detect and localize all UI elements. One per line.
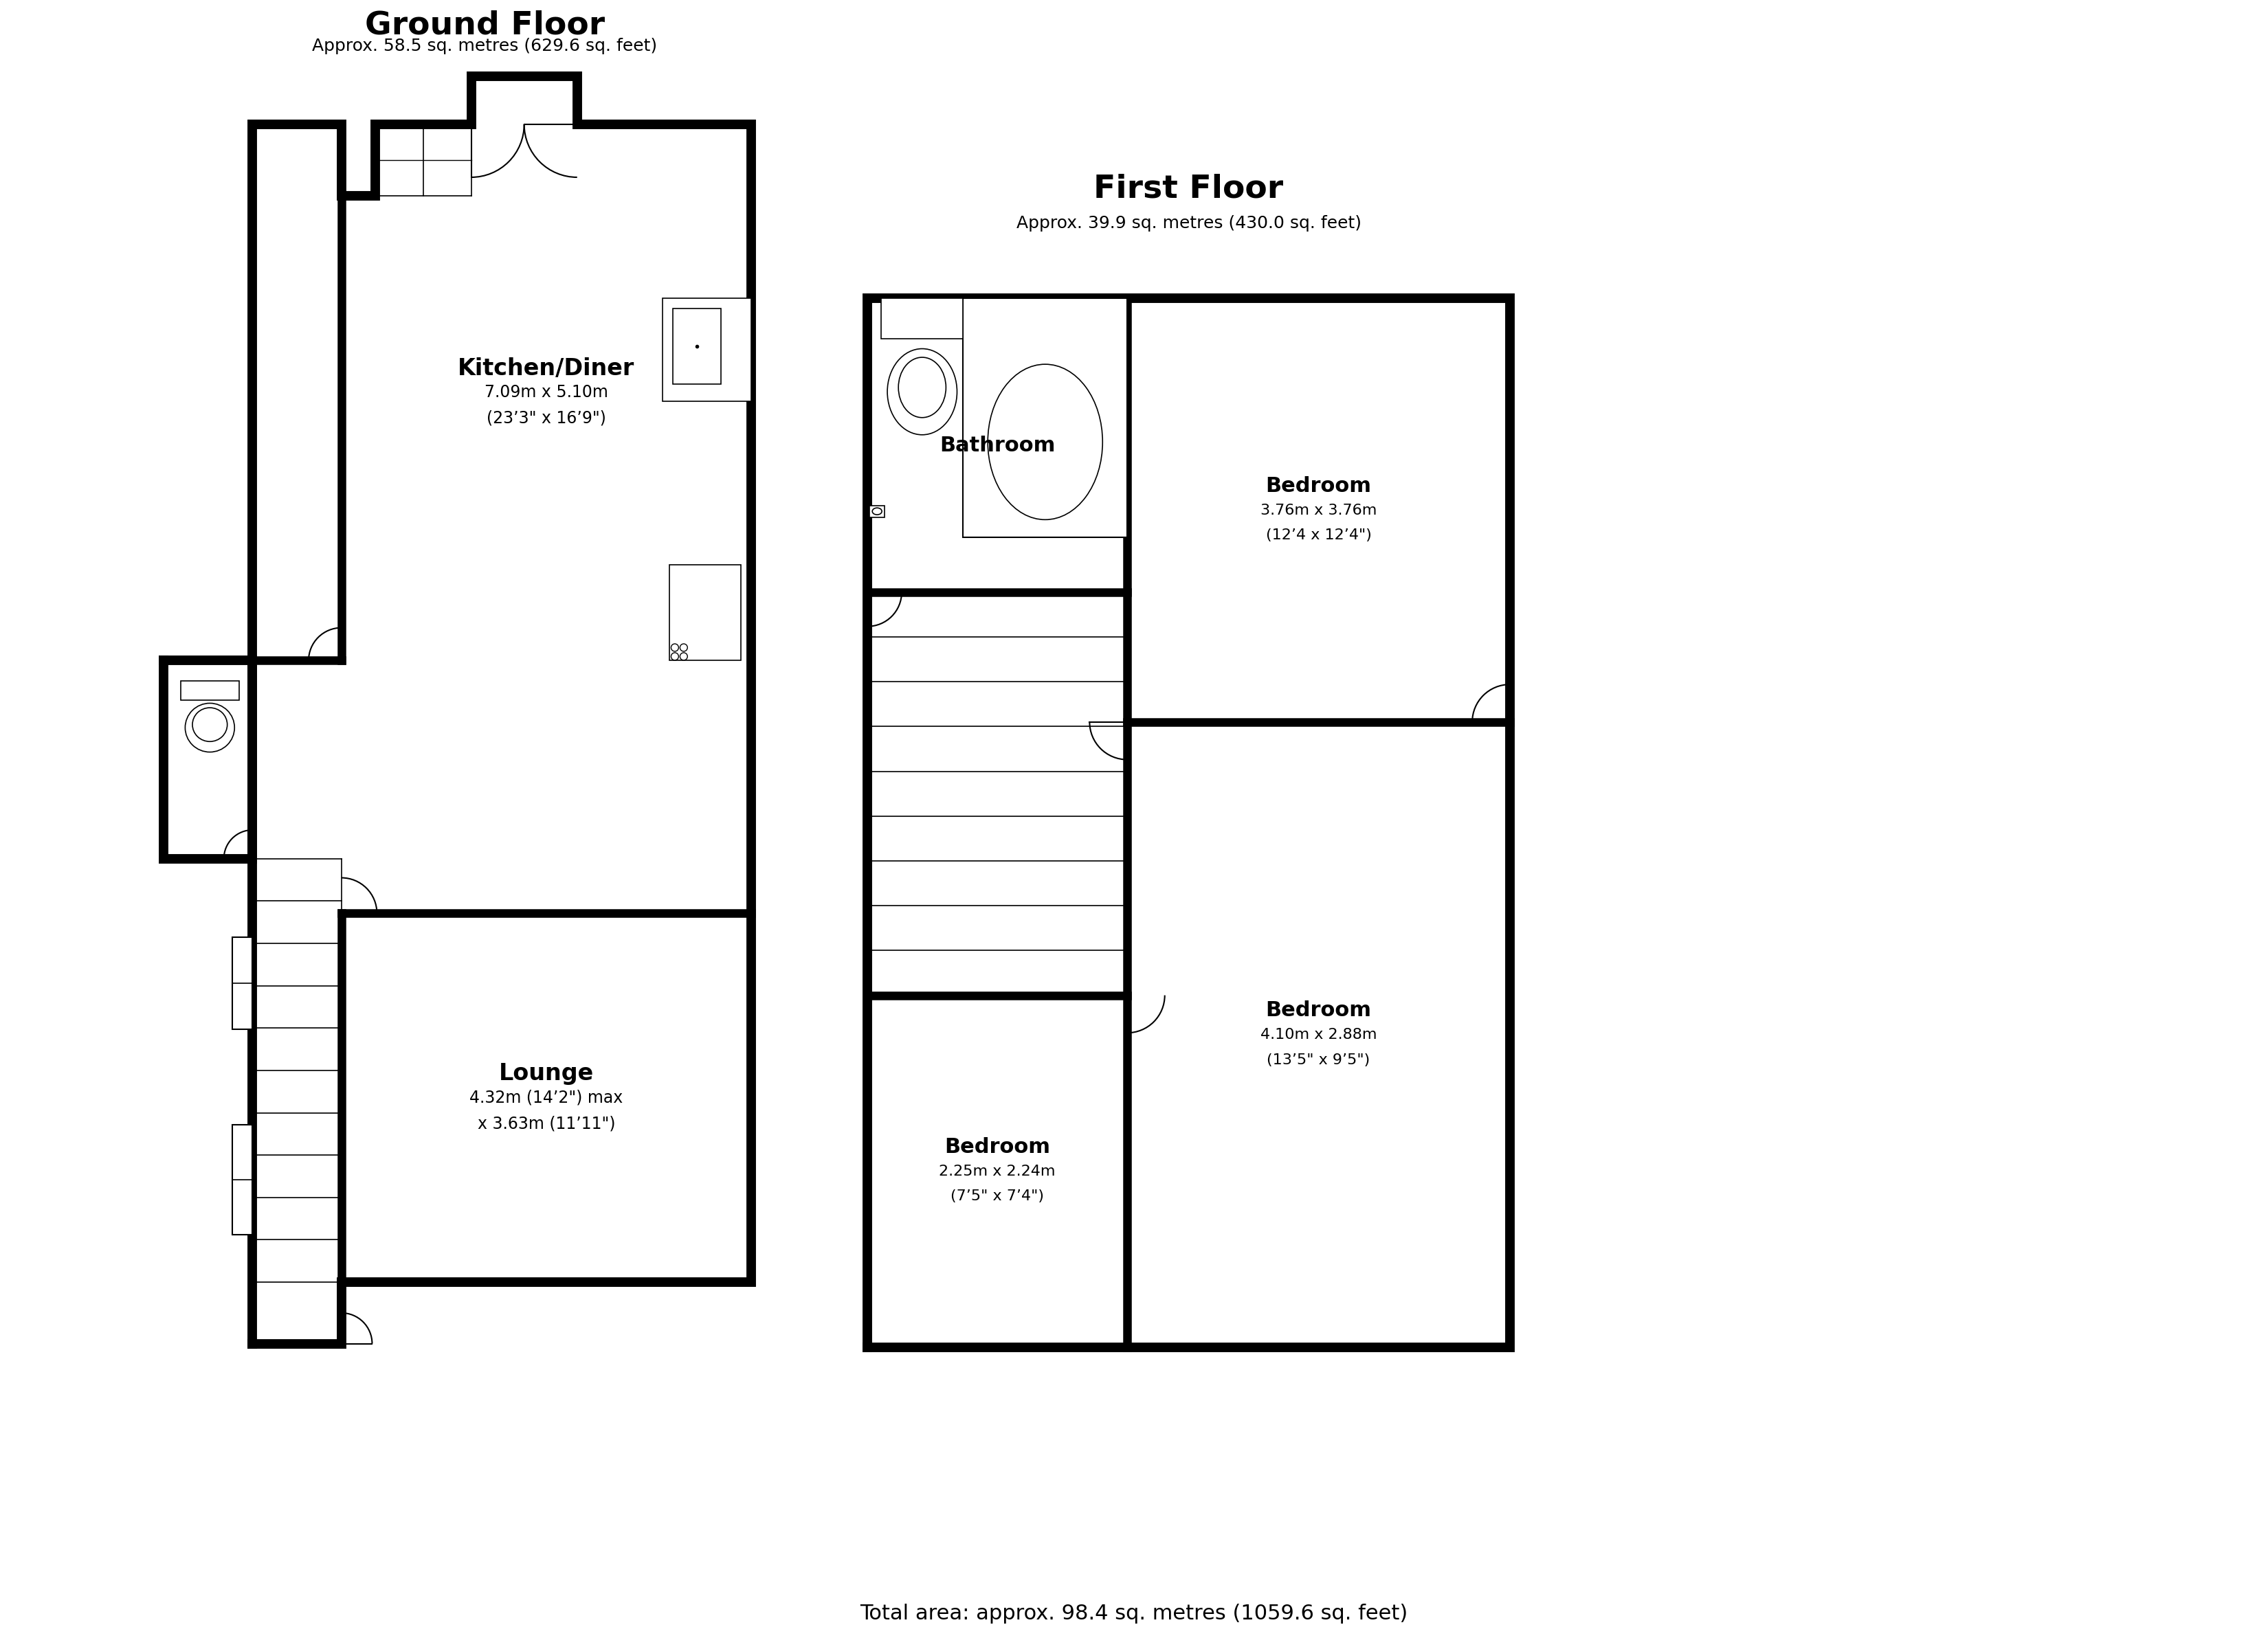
Text: (23’3" x 16’9"): (23’3" x 16’9") [488, 411, 606, 427]
Bar [669, 566, 742, 661]
Text: Lounge: Lounge [499, 1062, 594, 1085]
Text: (12’4 x 12’4"): (12’4 x 12’4") [1266, 529, 1372, 543]
Text: Bedroom: Bedroom [1266, 1001, 1372, 1021]
Text: Kitchen/Diner: Kitchen/Diner [458, 358, 635, 379]
Text: Ground Floor: Ground Floor [365, 10, 606, 41]
Text: 4.32m (14’2") max: 4.32m (14’2") max [469, 1090, 624, 1106]
Text: Bathroom: Bathroom [939, 435, 1055, 455]
Bar [882, 298, 964, 338]
Ellipse shape [898, 358, 946, 417]
Polygon shape [252, 76, 751, 1344]
Bar [674, 308, 721, 384]
Circle shape [680, 643, 687, 651]
Ellipse shape [873, 508, 882, 514]
Bar [181, 681, 238, 699]
Text: 7.09m x 5.10m: 7.09m x 5.10m [485, 384, 608, 401]
Text: Approx. 58.5 sq. metres (629.6 sq. feet): Approx. 58.5 sq. metres (629.6 sq. feet) [313, 38, 658, 54]
Ellipse shape [193, 707, 227, 742]
Circle shape [671, 643, 678, 651]
Ellipse shape [887, 348, 957, 435]
Bar [964, 298, 1127, 538]
Text: 2.25m x 2.24m: 2.25m x 2.24m [939, 1164, 1055, 1177]
Text: Approx. 39.9 sq. metres (430.0 sq. feet): Approx. 39.9 sq. metres (430.0 sq. feet) [1016, 214, 1361, 231]
Text: Total area: approx. 98.4 sq. metres (1059.6 sq. feet): Total area: approx. 98.4 sq. metres (105… [860, 1603, 1408, 1624]
Circle shape [671, 653, 678, 660]
Text: Bedroom: Bedroom [943, 1138, 1050, 1158]
Bar [231, 1125, 252, 1235]
Text: First Floor: First Floor [1093, 173, 1284, 204]
Bar [231, 937, 252, 1029]
Text: Bedroom: Bedroom [1266, 477, 1372, 496]
Polygon shape [869, 298, 1510, 1347]
Bar [662, 298, 751, 401]
Text: (13’5" x 9’5"): (13’5" x 9’5") [1268, 1054, 1370, 1067]
Ellipse shape [186, 702, 234, 752]
Polygon shape [163, 661, 252, 859]
Text: x 3.63m (11’11"): x 3.63m (11’11") [479, 1115, 615, 1131]
Text: (7’5" x 7’4"): (7’5" x 7’4") [950, 1189, 1043, 1204]
Bar [869, 506, 885, 518]
Text: 3.76m x 3.76m: 3.76m x 3.76m [1261, 503, 1377, 518]
Text: 4.10m x 2.88m: 4.10m x 2.88m [1261, 1027, 1377, 1042]
Ellipse shape [989, 364, 1102, 519]
Circle shape [680, 653, 687, 660]
